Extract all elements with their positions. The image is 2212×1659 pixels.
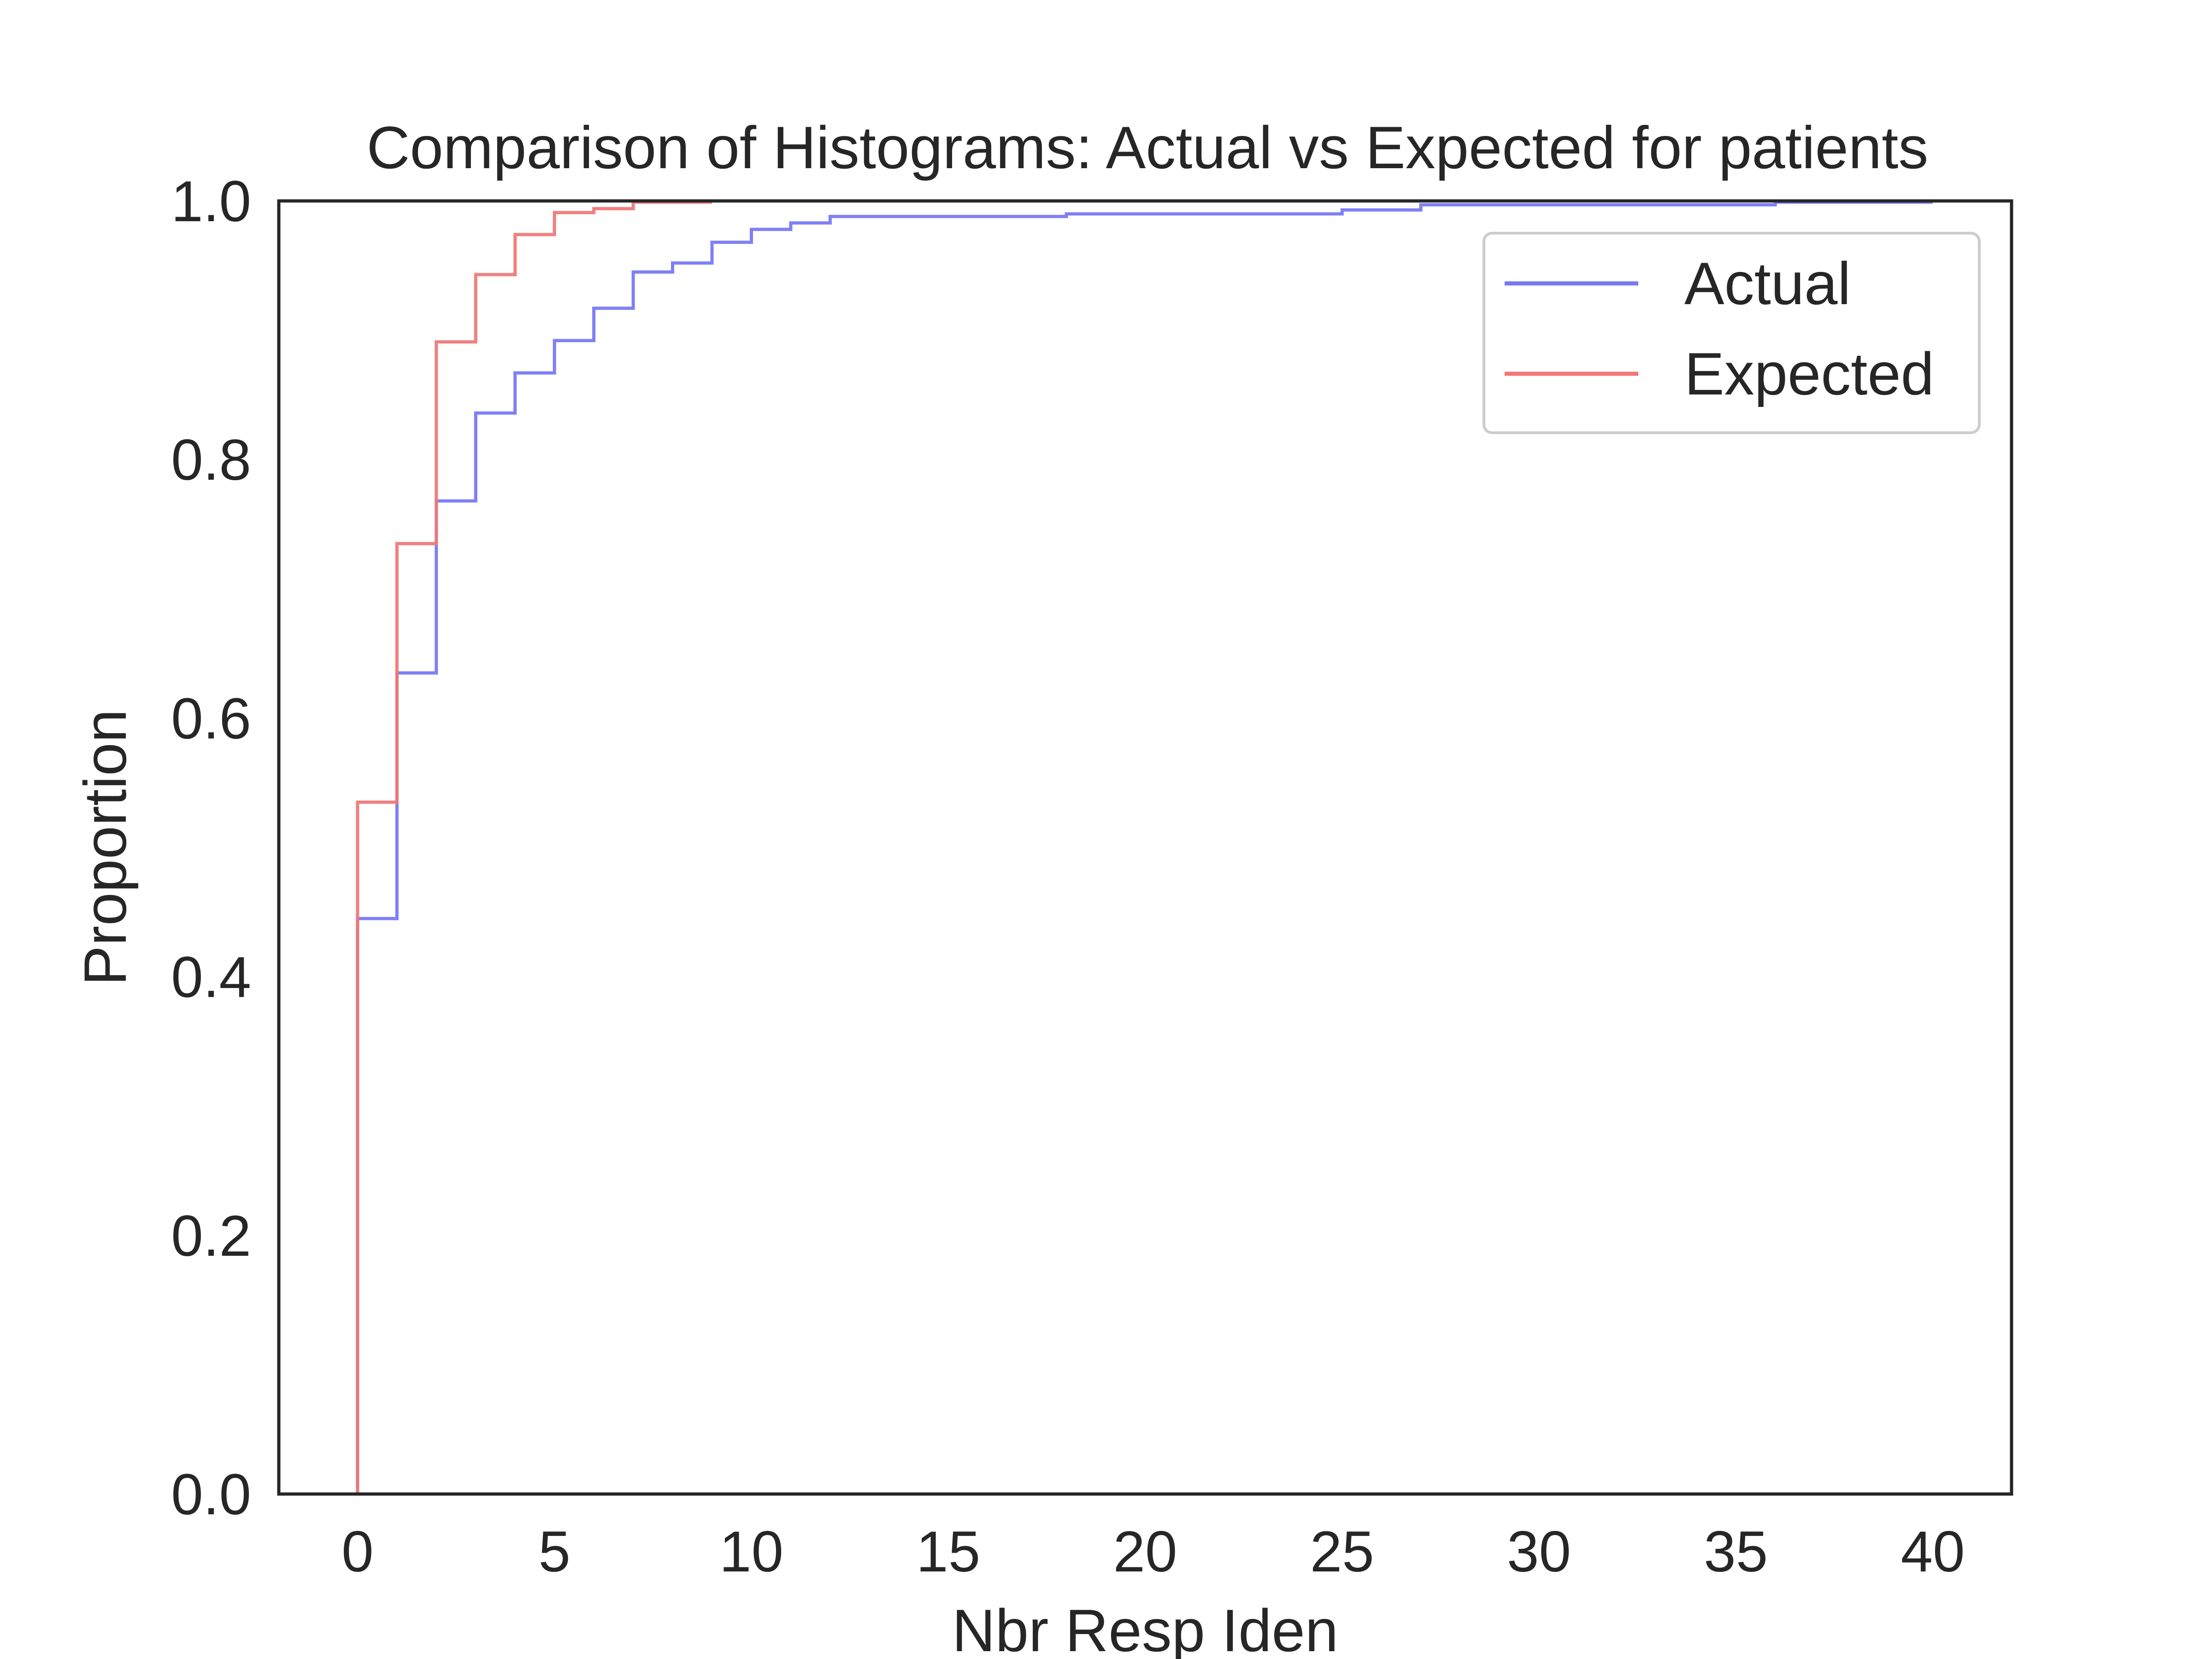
x-tick-label: 5 — [538, 1520, 571, 1584]
y-tick-label: 0.6 — [171, 687, 251, 751]
legend-label-actual: Actual — [1684, 250, 1851, 317]
series-layer — [356, 200, 1933, 1494]
x-tick-label: 0 — [341, 1520, 374, 1584]
series-line-expected — [356, 200, 712, 1494]
axes-frame — [277, 199, 2013, 1496]
legend-label-expected: Expected — [1684, 340, 1934, 407]
x-axis-label: Nbr Resp Iden — [952, 1597, 1338, 1659]
y-tick-label: 0.0 — [171, 1463, 251, 1527]
plot-area — [277, 199, 2013, 1496]
chart-title: Comparison of Histograms: Actual vs Expe… — [367, 114, 1929, 181]
x-tick-label: 35 — [1704, 1520, 1768, 1584]
x-tick-label: 10 — [719, 1520, 783, 1584]
x-tick-label: 15 — [916, 1520, 980, 1584]
series-line-actual — [356, 200, 1933, 1494]
x-tick-label: 25 — [1310, 1520, 1374, 1584]
legend: Actual Expected — [1483, 232, 1981, 434]
y-axis-label: Proportion — [71, 709, 139, 986]
y-tick-label: 0.4 — [171, 946, 251, 1010]
x-tick-label: 40 — [1901, 1520, 1965, 1584]
y-tick-label: 1.0 — [171, 170, 251, 234]
y-tick-label: 0.8 — [171, 428, 251, 492]
x-axis-ticks: 0 5 10 15 20 25 30 35 40 — [341, 1520, 1965, 1584]
x-tick-label: 30 — [1507, 1520, 1571, 1584]
y-tick-label: 0.2 — [171, 1204, 251, 1268]
y-axis-ticks: 0.0 0.2 0.4 0.6 0.8 1.0 — [171, 170, 251, 1527]
x-tick-label: 20 — [1113, 1520, 1177, 1584]
